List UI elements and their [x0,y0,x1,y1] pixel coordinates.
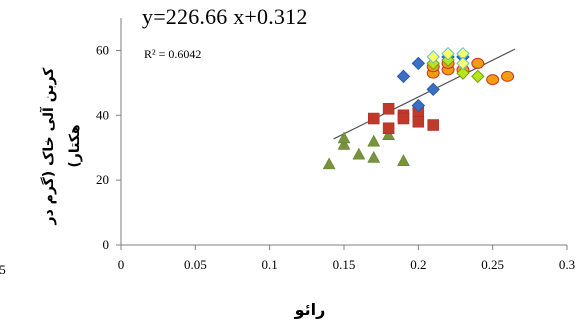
triangle-point [337,137,351,150]
circle-point [471,57,485,69]
triangle-point [337,131,351,144]
regression-equation: y=226.66 x+0.312 [142,4,308,29]
x-axis-label: رائو [294,300,326,319]
square-point [427,119,439,131]
trendline-segment [333,48,516,140]
y-tick-label: 40 [96,107,109,122]
diamond-point [396,69,411,84]
square-point [382,122,395,135]
triangle-point [382,128,396,140]
x-tick-label: 0.25 [481,257,504,272]
x-tick-label: 0 [118,257,125,272]
triangle-point [367,150,381,163]
cropped-tick-label: .5 [0,262,6,277]
triangle-point [322,157,336,170]
y-tick-label: 60 [96,42,109,57]
square-point [412,116,425,128]
trendline [333,48,516,140]
triangle-point [367,134,381,147]
x-tick-label: 0.05 [184,257,207,272]
square-point [382,103,395,115]
x-tick-label: 0.15 [333,257,356,272]
triangle-point [397,154,410,166]
diamond-point [411,98,426,113]
data-points [322,46,515,170]
x-tick-label: 0.3 [559,257,575,272]
circle-point [486,74,500,86]
diamond-point [441,46,455,61]
square-point [367,112,380,125]
r-squared-label: R² = 0.6042 [144,47,202,61]
axes [116,18,568,250]
diamond-point [456,56,470,71]
x-tick-label: 0.2 [410,257,426,272]
diamond-point [426,82,440,97]
square-point [397,112,410,125]
y-axis-label: کربن آلی خاک (گرم در هکتار) [41,67,83,225]
diamond-point [471,69,485,84]
x-tick-label: 0.1 [262,257,278,272]
circle-point [501,70,515,82]
diamond-point [411,56,426,71]
tick-labels: 0 0.05 0.1 0.15 0.2 0.25 0.3 0 20 40 60 [96,42,575,272]
y-tick-label: 0 [103,237,110,252]
y-tick-label: 20 [96,172,109,187]
diamond-point [426,50,440,64]
diamond-point [456,66,470,80]
triangle-point [352,147,366,160]
